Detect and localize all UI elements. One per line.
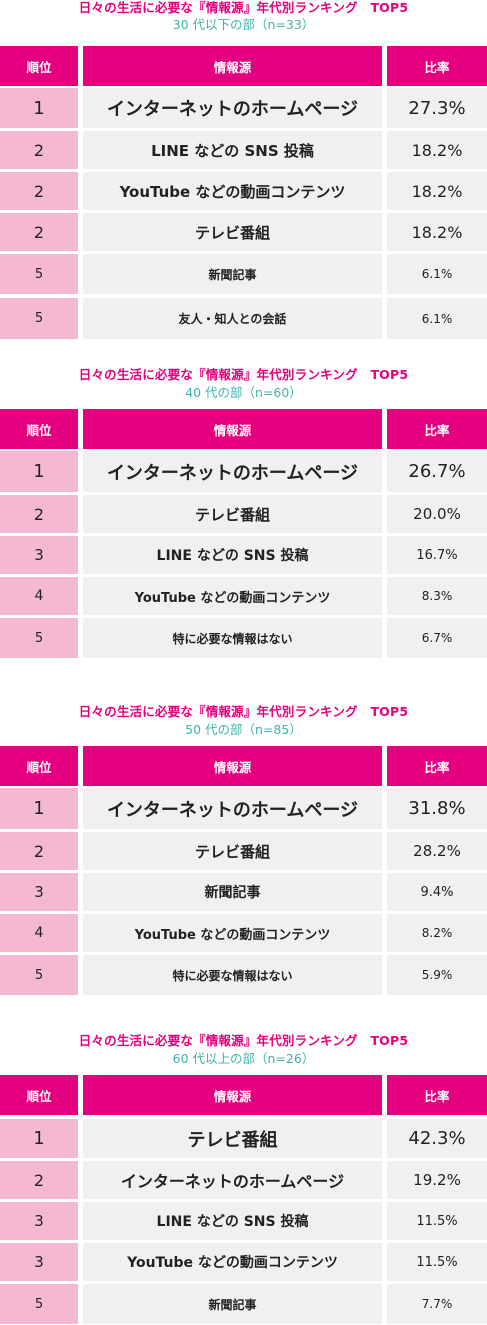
rate-cell: 5.9% [387,955,487,995]
source-cell: インターネットのホームページ [83,788,382,829]
header-source: 情報源 [83,46,382,86]
header-source: 情報源 [83,1075,382,1115]
section-subtitle: 40 代の部（n=60） [185,385,302,400]
rate-cell: 28.2% [387,832,487,870]
source-cell: 友人・知人との会話 [83,298,382,339]
source-cell: インターネットのホームページ [83,88,382,128]
rate-cell: 6.7% [387,618,487,658]
source-cell: LINE などの SNS 投稿 [83,536,382,574]
source-cell: 新聞記事 [83,873,382,911]
rank-cell: 2 [0,1161,78,1199]
header-source: 情報源 [83,409,382,449]
source-cell: YouTube などの動画コンテンツ [83,1243,382,1281]
source-cell: テレビ番組 [83,832,382,870]
rank-cell: 4 [0,577,78,615]
header-rank: 順位 [0,409,78,449]
rank-cell: 5 [0,618,78,658]
rank-cell: 3 [0,873,78,911]
rate-cell: 8.3% [387,577,487,615]
source-cell: LINE などの SNS 投稿 [83,131,382,169]
rank-cell: 4 [0,914,78,952]
rank-cell: 3 [0,1202,78,1240]
rank-cell: 1 [0,451,78,492]
section-subtitle: 60 代以上の部（n=26） [172,1051,315,1066]
header-rank: 順位 [0,46,78,86]
rank-cell: 2 [0,172,78,210]
header-source: 情報源 [83,746,382,786]
rate-cell: 18.2% [387,213,487,251]
source-cell: テレビ番組 [83,213,382,251]
rank-cell: 2 [0,495,78,533]
header-rate: 比率 [387,46,487,86]
source-cell: テレビ番組 [83,1119,382,1158]
header-rank: 順位 [0,746,78,786]
source-cell: 特に必要な情報はない [83,618,382,658]
section-title: 日々の生活に必要な『情報源』年代別ランキング TOP5 [78,704,409,719]
rank-cell: 5 [0,955,78,995]
source-cell: YouTube などの動画コンテンツ [83,577,382,615]
rank-cell: 5 [0,254,78,294]
rank-cell: 2 [0,213,78,251]
header-rate: 比率 [387,1075,487,1115]
rank-cell: 1 [0,1119,78,1158]
source-cell: YouTube などの動画コンテンツ [83,172,382,210]
rate-cell: 8.2% [387,914,487,952]
rate-cell: 16.7% [387,536,487,574]
rank-cell: 2 [0,832,78,870]
rate-cell: 11.5% [387,1243,487,1281]
header-rank: 順位 [0,1075,78,1115]
rate-cell: 19.2% [387,1161,487,1199]
section-subtitle: 30 代以下の部（n=33） [172,17,315,32]
rank-cell: 3 [0,536,78,574]
rate-cell: 11.5% [387,1202,487,1240]
source-cell: YouTube などの動画コンテンツ [83,914,382,952]
rate-cell: 20.0% [387,495,487,533]
rate-cell: 18.2% [387,131,487,169]
rate-cell: 7.7% [387,1284,487,1324]
rank-cell: 1 [0,788,78,829]
source-cell: 新聞記事 [83,254,382,294]
rate-cell: 6.1% [387,298,487,339]
header-rate: 比率 [387,746,487,786]
source-cell: 特に必要な情報はない [83,955,382,995]
rank-cell: 5 [0,1284,78,1324]
source-cell: インターネットのホームページ [83,1161,382,1199]
rate-cell: 9.4% [387,873,487,911]
rank-cell: 5 [0,298,78,339]
header-rate: 比率 [387,409,487,449]
section-title: 日々の生活に必要な『情報源』年代別ランキング TOP5 [78,0,409,15]
rank-cell: 1 [0,88,78,128]
section-title: 日々の生活に必要な『情報源』年代別ランキング TOP5 [78,367,409,382]
rate-cell: 27.3% [387,88,487,128]
rank-cell: 3 [0,1243,78,1281]
source-cell: LINE などの SNS 投稿 [83,1202,382,1240]
rate-cell: 6.1% [387,254,487,294]
section-title: 日々の生活に必要な『情報源』年代別ランキング TOP5 [78,1033,409,1048]
source-cell: テレビ番組 [83,495,382,533]
source-cell: 新聞記事 [83,1284,382,1324]
section-subtitle: 50 代の部（n=85） [185,722,302,737]
rank-cell: 2 [0,131,78,169]
rate-cell: 26.7% [387,451,487,492]
rate-cell: 42.3% [387,1119,487,1158]
rate-cell: 31.8% [387,788,487,829]
source-cell: インターネットのホームページ [83,451,382,492]
rate-cell: 18.2% [387,172,487,210]
